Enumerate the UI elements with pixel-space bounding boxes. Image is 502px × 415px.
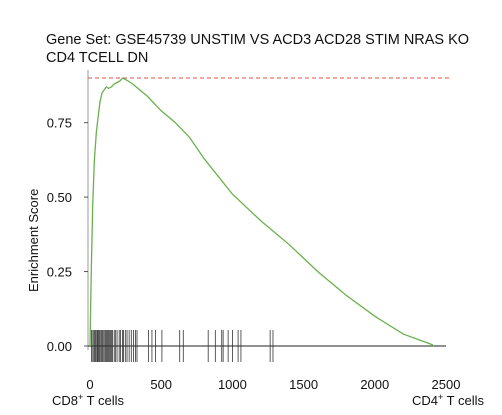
x-axis-ticks: 0 500 1000 1500 2000 2500: [86, 377, 460, 392]
chart-title-line2: CD4 TCELL DN: [46, 50, 148, 66]
series-group: [89, 77, 435, 347]
y-tick-label: 0.00: [47, 339, 72, 354]
y-tick-label: 0.25: [47, 265, 72, 280]
x-axis-right-label: CD4+ T cells: [412, 392, 484, 408]
enrichment-score-line: [89, 77, 435, 347]
x-tick-label: 1500: [289, 377, 318, 392]
y-axis-ticks: 0.00 0.25 0.50 0.75: [47, 116, 88, 354]
x-axis-left-label: CD8+ T cells: [52, 392, 124, 408]
x-axis-right-label-superscript: +: [438, 392, 443, 402]
x-tick-label: 2500: [432, 377, 461, 392]
plot-area: [87, 70, 450, 350]
y-axis-label: Enrichment Score: [26, 189, 41, 292]
chart-title-line1: Gene Set: GSE45739 UNSTIM VS ACD3 ACD28 …: [46, 32, 469, 48]
x-axis-left-label-superscript: +: [78, 392, 83, 402]
x-tick-label: 0: [86, 377, 93, 392]
y-tick-label: 0.75: [47, 116, 72, 131]
x-tick-label: 2000: [360, 377, 389, 392]
y-tick-label: 0.50: [47, 190, 72, 205]
gene-hit-marks: [91, 330, 274, 362]
x-tick-label: 500: [150, 377, 172, 392]
x-tick-label: 1000: [218, 377, 247, 392]
